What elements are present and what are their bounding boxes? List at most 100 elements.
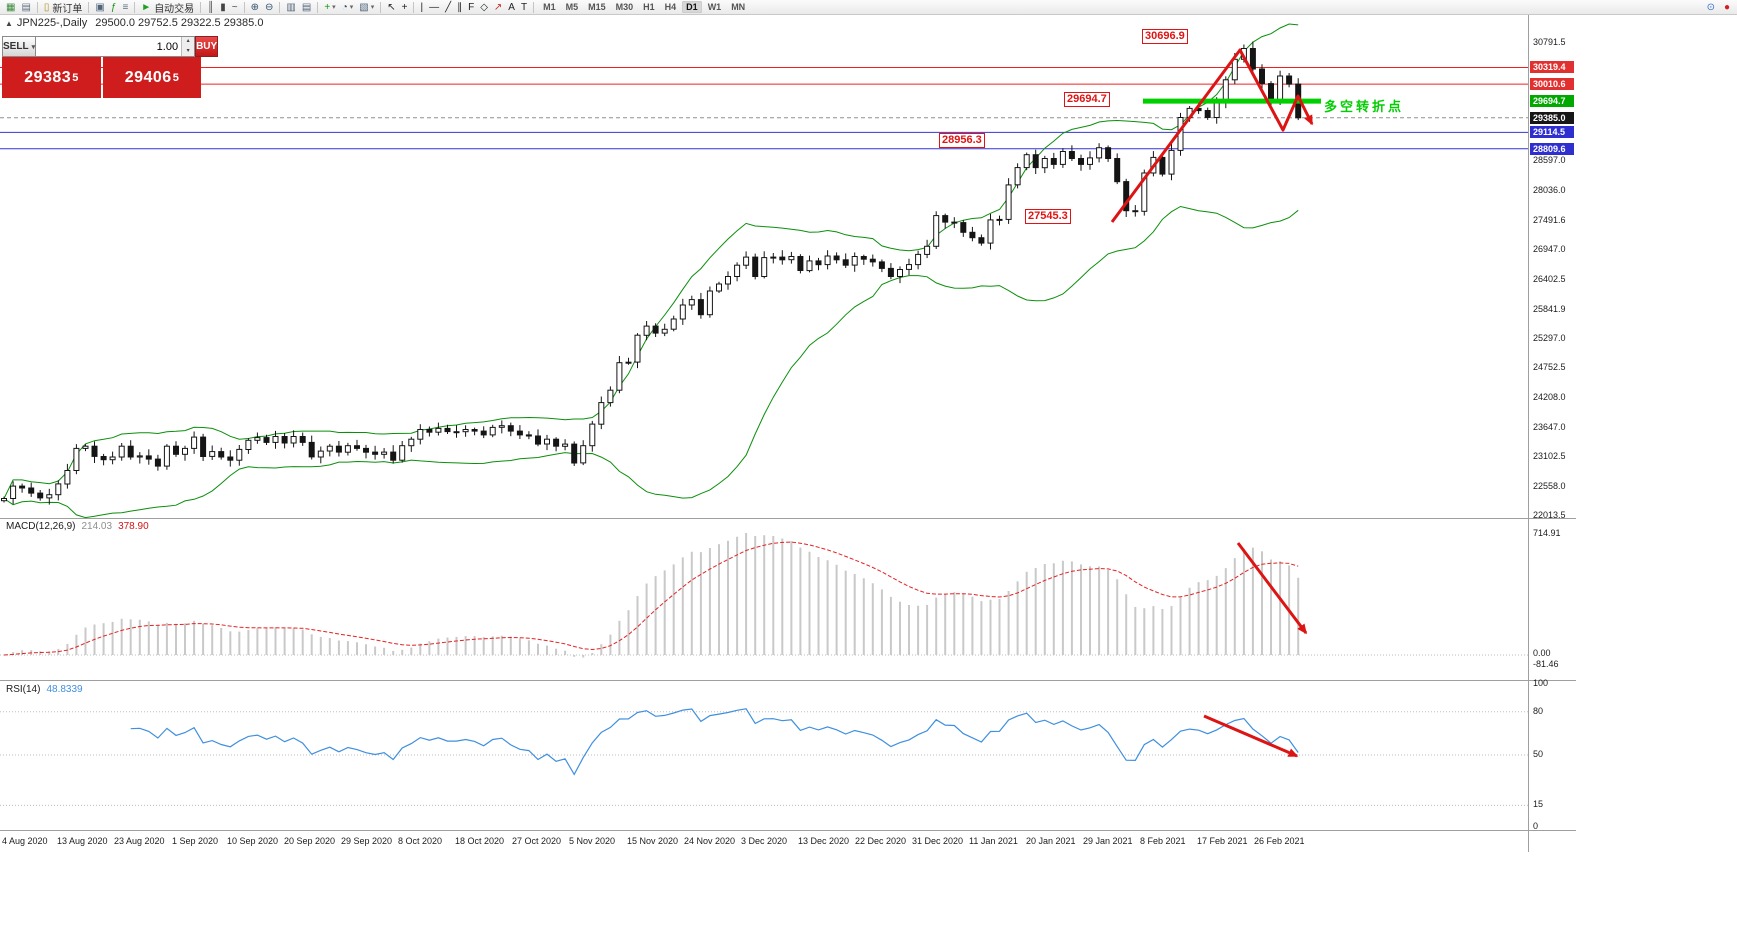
price-annotation: 28956.3 <box>939 133 985 148</box>
vertical-line-icon[interactable]: | <box>417 1 426 14</box>
timeframe-m15[interactable]: M15 <box>588 2 606 12</box>
rsi-value: 48.8339 <box>46 684 83 695</box>
date-label: 22 Dec 2020 <box>855 836 907 846</box>
trendline-icon[interactable]: ╱ <box>442 1 454 14</box>
volume-down-button[interactable]: ▾ <box>182 46 195 56</box>
chart-window-icon[interactable]: ▣ <box>92 1 107 14</box>
buy-button[interactable]: BUY <box>195 36 219 57</box>
price-scale[interactable]: 30791.5 28597.0 28036.0 27491.6 26947.0 26402… <box>1529 0 1593 938</box>
autotrading-button-glyph: ► <box>141 1 152 13</box>
buy-price-button[interactable]: 29406 5 <box>102 57 201 98</box>
rsi-scale-tick: 100 <box>1533 678 1549 688</box>
main-trend-arrow[interactable] <box>1110 48 1314 223</box>
cascade-windows-icon-glyph: ▤ <box>301 1 312 13</box>
crosshair-icon[interactable]: + <box>399 1 411 14</box>
date-label: 18 Oct 2020 <box>455 836 505 846</box>
market-watch-icon-glyph: ▤ <box>21 1 31 13</box>
macd-histogram <box>12 533 1300 658</box>
order-type-caret-icon[interactable]: ▾ <box>31 43 36 51</box>
sell-price-button[interactable]: 29383 5 <box>2 57 101 98</box>
timeframe-m5[interactable]: M5 <box>565 2 579 12</box>
volume-input[interactable] <box>36 37 182 56</box>
zoom-in-icon[interactable]: ⊕ <box>248 1 262 14</box>
channel-icon-glyph: ∥ <box>457 1 463 13</box>
date-label: 13 Dec 2020 <box>798 836 850 846</box>
candle-chart-type-icon-glyph: ▮ <box>220 1 226 13</box>
volume-up-button[interactable]: ▴ <box>182 37 195 47</box>
timeframe-w1[interactable]: W1 <box>707 2 722 12</box>
timeframe-m1[interactable]: M1 <box>543 2 556 12</box>
line-chart-type-icon[interactable]: ~ <box>229 1 241 14</box>
price-annotation: 30696.9 <box>1142 29 1188 44</box>
bar-chart-type-icon[interactable]: ║ <box>204 1 217 14</box>
text-icon[interactable]: A <box>505 1 518 14</box>
sell-button-label: SELL <box>3 41 29 52</box>
tile-windows-icon[interactable]: ▥ <box>283 1 298 14</box>
cycles-icon-caret-icon[interactable]: ▾ <box>349 4 354 11</box>
cycles-icon-glyph: ◔ <box>341 1 348 13</box>
rsi-arrow[interactable] <box>1203 714 1299 758</box>
timeframe-m30[interactable]: M30 <box>615 2 634 12</box>
line-chart-type-icon-glyph: ~ <box>231 1 238 13</box>
date-label: 8 Feb 2021 <box>1140 836 1186 846</box>
collapse-one-click-icon[interactable]: ▲ <box>5 19 13 28</box>
cursor-icon[interactable]: ↖ <box>384 1 398 14</box>
arrows-icon[interactable]: ↗ <box>491 1 505 14</box>
text-icon-glyph: A <box>508 1 515 13</box>
new-order-button[interactable]: ▯ 新订单 <box>41 1 86 15</box>
new-order-button-glyph: ▯ <box>43 1 50 13</box>
time-axis[interactable]: 4 Aug 2020 13 Aug 2020 23 Aug 2020 1 Sep 20… <box>0 836 1528 852</box>
zoom-out-icon[interactable]: ⊖ <box>262 1 276 14</box>
volume-box: ▴ ▾ <box>36 36 196 57</box>
cycles-icon[interactable]: ◔ ▾ <box>339 1 357 14</box>
toolbar-separator <box>413 1 415 13</box>
date-label: 5 Nov 2020 <box>569 836 616 846</box>
macd-signal-line <box>3 541 1299 656</box>
price-badge: 29114.5 <box>1530 126 1574 139</box>
timeframe-h4[interactable]: H4 <box>664 2 677 12</box>
toolbar-separator <box>200 1 202 13</box>
macd-scale-tick: -81.46 <box>1533 659 1559 669</box>
label-icon[interactable]: T <box>518 1 530 14</box>
price-badge: 30319.4 <box>1530 61 1574 74</box>
price-tick: 26947.0 <box>1533 244 1566 255</box>
templates-icon[interactable]: ▧ ▾ <box>356 1 377 14</box>
cascade-windows-icon[interactable]: ▤ <box>299 1 314 14</box>
date-label: 29 Sep 2020 <box>341 836 393 846</box>
macd-arrow[interactable] <box>1236 542 1308 635</box>
terminal-icon[interactable]: ▦ <box>3 1 18 14</box>
sell-button[interactable]: SELL ▾ <box>2 36 37 57</box>
date-label: 29 Jan 2021 <box>1083 836 1133 846</box>
label-icon-glyph: T <box>520 1 528 13</box>
timeframe-mn[interactable]: MN <box>731 2 746 12</box>
community-icon-glyph: ● <box>1723 2 1730 13</box>
community-icon[interactable]: ● <box>1721 1 1733 14</box>
price-badge: 29694.7 <box>1530 95 1574 108</box>
shapes-icon[interactable]: ◇ <box>477 1 491 14</box>
autotrading-button[interactable]: ► 自动交易 <box>138 1 197 15</box>
toolbar-separator <box>88 1 90 13</box>
symbol-period-label: JPN225-,Daily <box>16 17 88 29</box>
add-indicator-icon[interactable]: + ▾ <box>321 1 338 14</box>
market-watch-icon[interactable]: ▤ <box>18 1 33 14</box>
date-label: 4 Aug 2020 <box>2 836 48 846</box>
depth-of-market-icon[interactable]: ≡ <box>119 1 131 14</box>
timeframe-h1[interactable]: H1 <box>643 2 655 12</box>
price-tick: 30791.5 <box>1533 37 1566 47</box>
rsi-scale-tick: 50 <box>1533 749 1544 759</box>
templates-icon-caret-icon[interactable]: ▾ <box>370 4 375 11</box>
horizontal-line-icon[interactable]: — <box>426 1 442 14</box>
channel-icon[interactable]: ∥ <box>454 1 465 14</box>
add-indicator-icon-caret-icon[interactable]: ▾ <box>332 4 336 11</box>
fibonacci-icon[interactable]: F <box>465 1 477 14</box>
search-icon[interactable]: ⊙ <box>1704 1 1718 14</box>
indicators-dialog-icon-glyph: ƒ <box>110 1 117 13</box>
indicators-dialog-icon[interactable]: ƒ <box>108 1 120 14</box>
date-label: 3 Dec 2020 <box>741 836 788 846</box>
timeframe-d1[interactable]: D1 <box>682 1 702 13</box>
rsi-line <box>130 708 1299 776</box>
candle-chart-type-icon[interactable]: ▮ <box>217 1 229 14</box>
